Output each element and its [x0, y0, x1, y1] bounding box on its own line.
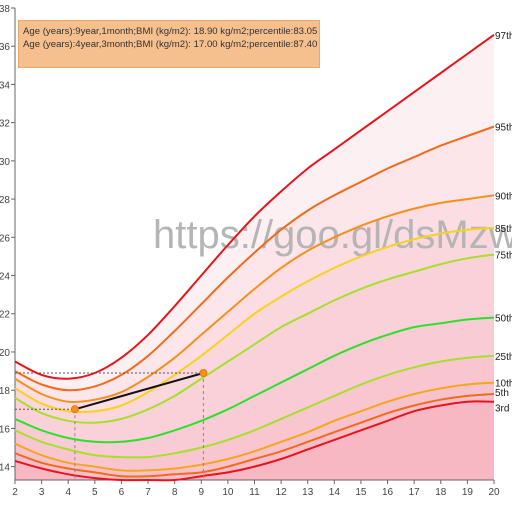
x-tick-label: 9 [198, 487, 204, 498]
y-tick-label: 34 [0, 80, 10, 91]
y-tick-label: 30 [0, 157, 10, 168]
x-tick-label: 17 [409, 487, 421, 498]
y-tick-label: 32 [0, 119, 10, 130]
y-tick-label: 26 [0, 233, 10, 244]
x-tick-label: 2 [12, 487, 18, 498]
y-tick-label: 36 [0, 42, 10, 53]
label-75th: 75th [495, 251, 512, 262]
y-tick-label: 20 [0, 348, 10, 359]
label-95th: 95th [495, 122, 512, 133]
label-5th: 5th [495, 388, 509, 399]
x-tick-label: 8 [172, 487, 178, 498]
x-tick-label: 7 [145, 487, 151, 498]
label-97th: 97th [495, 31, 512, 42]
x-tick-label: 4 [65, 487, 71, 498]
y-tick-label: 18 [0, 386, 10, 397]
x-tick-label: 20 [488, 487, 500, 498]
y-tick-label: 22 [0, 310, 10, 321]
label-90th: 90th [495, 191, 512, 202]
band-below-3rd [15, 401, 494, 481]
measurement-guides [15, 372, 204, 480]
curve-97th [14, 33, 495, 380]
y-tick-label: 16 [0, 424, 10, 435]
y-tick-label: 28 [0, 195, 10, 206]
label-50th: 50th [495, 314, 512, 325]
band-50th-to-25th [15, 317, 494, 458]
band-97th-to-95th [15, 34, 494, 391]
label-3rd: 3rd [495, 404, 509, 415]
measurement-segment [74, 372, 204, 411]
band-25th-to-10th [15, 355, 494, 471]
info-line-1: Age (years):9year,1month;BMI (kg/m2): 18… [23, 26, 318, 37]
measurement-line [70, 368, 208, 414]
band-75th-to-50th [15, 254, 494, 443]
x-tick-label: 12 [276, 487, 288, 498]
measurement-point-0 [70, 405, 79, 414]
y-tick-label: 38 [0, 4, 10, 15]
x-tick-label: 5 [92, 487, 98, 498]
x-tick-label: 13 [302, 487, 314, 498]
band-90th-to-85th [15, 195, 494, 413]
measurement-point-1 [199, 368, 208, 377]
info-line-2: Age (years):4year,3month;BMI (kg/m2): 17… [23, 39, 318, 50]
label-25th: 25th [495, 352, 512, 363]
curve-50th [14, 316, 495, 444]
chart-axes: 2 3 4 5 6 7 8 9 10 11 12 13 14 15 16 17 18 19 201416182022… [0, 4, 500, 498]
y-tick-label: 24 [0, 272, 10, 283]
band-85th-to-75th [15, 227, 494, 423]
label-10th: 10th [495, 379, 512, 390]
x-tick-label: 15 [355, 487, 367, 498]
x-tick-label: 3 [39, 487, 45, 498]
x-tick-label: 19 [462, 487, 474, 498]
curve-10th [14, 381, 495, 472]
percentile-curves [14, 33, 495, 482]
curve-25th [14, 354, 495, 459]
watermark-text: https://goo.gl/dsMzwR [153, 213, 512, 257]
x-tick-label: 10 [222, 487, 234, 498]
curve-75th [14, 253, 495, 424]
curve-5th [14, 393, 495, 478]
curve-90th [14, 194, 495, 403]
band-5th-to-3rd [15, 394, 494, 481]
x-tick-label: 16 [382, 487, 394, 498]
x-tick-label: 6 [119, 487, 125, 498]
x-tick-label: 11 [249, 487, 260, 498]
curve-95th [14, 125, 495, 392]
y-tick-label: 14 [0, 463, 10, 474]
label-85th: 85th [495, 224, 512, 235]
x-tick-label: 18 [435, 487, 447, 498]
curve-3rd [14, 400, 495, 482]
x-tick-label: 14 [329, 487, 341, 498]
band-95th-to-90th [15, 126, 494, 402]
curve-85th [14, 226, 495, 414]
info-tooltip: Age (years):9year,1month;BMI (kg/m2): 18… [18, 20, 320, 68]
percentile-bands [15, 34, 494, 481]
